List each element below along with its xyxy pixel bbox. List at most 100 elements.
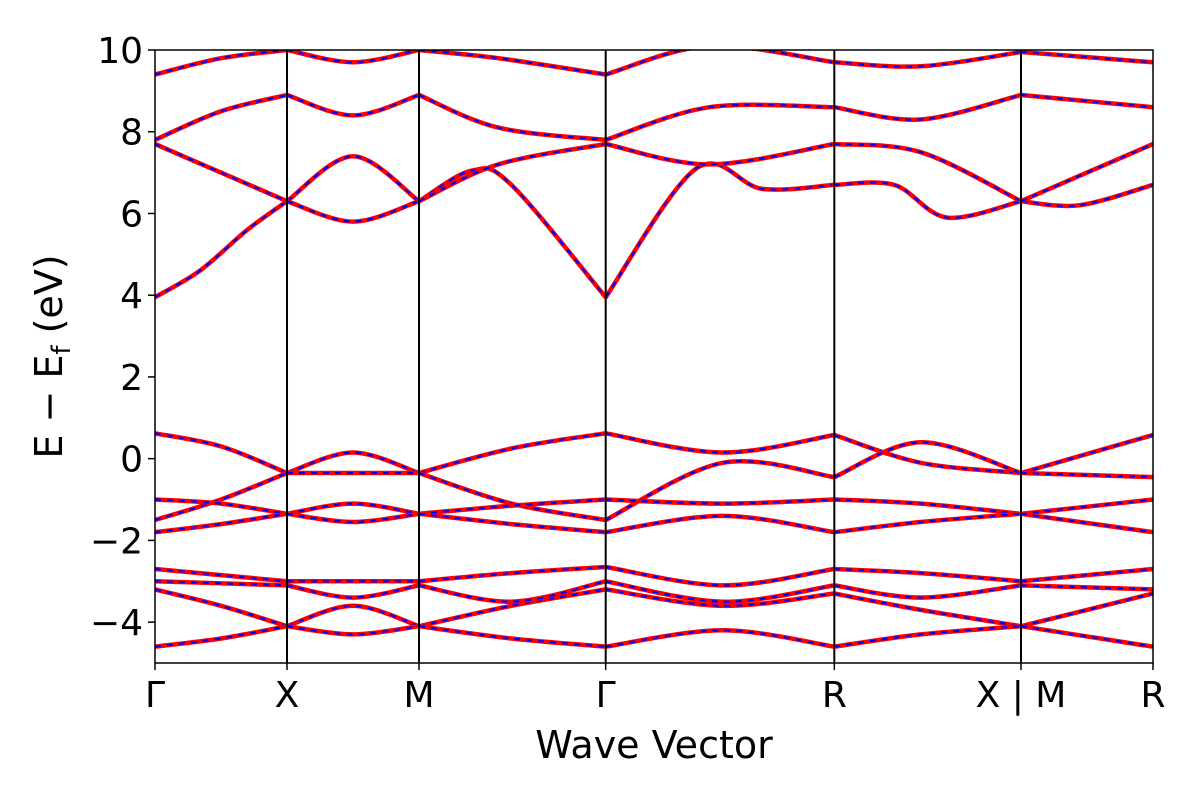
band-10-segment-3 <box>603 628 837 649</box>
band-7-segment-3-overlay <box>605 514 835 534</box>
band-11-segment-2-overlay <box>418 580 606 603</box>
x-axis-label: Wave Vector <box>535 723 773 767</box>
x-tick-label-3: Γ <box>596 675 616 716</box>
band-0-segment-5-overlay <box>1020 183 1153 208</box>
y-tick-label-4: 4 <box>120 276 143 317</box>
band-lines <box>155 50 1153 649</box>
band-1-segment-2 <box>416 141 608 204</box>
band-6-segment-2 <box>416 497 608 517</box>
y-axis-label: E − Ef (eV) <box>27 254 77 458</box>
band-2-segment-5-overlay <box>1020 93 1153 109</box>
band-0-segment-2-overlay <box>418 167 607 298</box>
band-3-segment-4-overlay <box>834 50 1022 68</box>
band-11-segment-1 <box>284 583 422 600</box>
band-8-segment-3-overlay <box>605 565 835 587</box>
y-axis-ticks: −4 −2 0 2 4 6 8 10 <box>90 31 155 644</box>
band-0-segment-0 <box>155 198 290 300</box>
band-4-segment-5 <box>1018 432 1153 476</box>
x-tick-label-4: R <box>822 675 847 716</box>
band-10-segment-2 <box>416 623 608 649</box>
band-2-segment-0 <box>155 92 290 143</box>
band-1-segment-4 <box>832 141 1024 204</box>
band-4-segment-3-overlay <box>605 432 835 454</box>
band-2-segment-4-overlay <box>834 93 1022 121</box>
band-2-segment-0-overlay <box>155 93 288 141</box>
y-tick-label-1: −2 <box>90 521 143 562</box>
band-5-segment-0-overlay <box>155 471 288 522</box>
band-3-segment-3-overlay <box>605 50 835 76</box>
band-0-segment-1 <box>284 154 422 204</box>
x-tick-label-0: Γ <box>145 675 165 716</box>
band-8-segment-0-overlay <box>155 567 288 583</box>
band-9-segment-1-overlay <box>286 604 420 628</box>
y-tick-label-6: 8 <box>120 113 143 154</box>
band-1-segment-3 <box>603 141 837 167</box>
band-3-segment-1 <box>284 50 422 65</box>
band-0-segment-4-overlay <box>834 181 1022 219</box>
band-4-segment-1-overlay <box>286 451 420 475</box>
band-0-segment-3 <box>603 161 837 300</box>
band-2-segment-2 <box>416 92 608 143</box>
band-11-segment-5-overlay <box>1020 584 1153 591</box>
y-tick-label-0: −4 <box>90 603 143 644</box>
band-1-segment-1-overlay <box>286 200 420 223</box>
band-3-segment-2 <box>416 50 608 77</box>
band-6-segment-5-overlay <box>1020 498 1153 515</box>
y-tick-label-5: 6 <box>120 194 143 235</box>
band-8-segment-2 <box>416 564 608 584</box>
band-9-segment-4-overlay <box>834 592 1022 628</box>
band-1-segment-2-overlay <box>418 142 606 203</box>
band-7-segment-5-overlay <box>1020 512 1153 534</box>
y-axis-label-main: E − E <box>27 355 71 459</box>
band-11-segment-3-overlay <box>605 580 835 603</box>
y-axis-label-unit: (eV) <box>27 254 71 345</box>
y-tick-label-2: 0 <box>120 440 143 481</box>
band-3-segment-0 <box>155 50 290 77</box>
band-4-segment-2-overlay <box>418 432 606 475</box>
x-tick-label-5: X | M <box>976 675 1067 716</box>
band-11-segment-1-overlay <box>286 584 420 599</box>
band-4-segment-1 <box>284 450 422 476</box>
band-6-segment-0 <box>155 497 290 517</box>
band-7-segment-0-overlay <box>155 512 288 534</box>
band-4-segment-0-overlay <box>155 432 288 475</box>
band-10-segment-5-overlay <box>1020 625 1153 648</box>
band-6-segment-4-overlay <box>834 498 1022 515</box>
band-7-segment-2 <box>416 511 608 535</box>
band-2-segment-3 <box>603 102 837 143</box>
band-9-segment-0-overlay <box>155 588 288 628</box>
high-symmetry-lines <box>286 50 1022 663</box>
band-5-segment-0 <box>155 470 290 523</box>
plot-frame <box>154 49 1154 664</box>
band-2-segment-2-overlay <box>418 93 606 141</box>
band-2-segment-4 <box>832 92 1024 122</box>
band-5-segment-5-overlay <box>1020 471 1153 479</box>
band-10-segment-1-overlay <box>286 625 420 636</box>
band-5-segment-3-overlay <box>605 460 835 521</box>
x-axis-ticks: Γ X M Γ R X | M R <box>145 663 1166 716</box>
x-tick-label-1: X <box>275 675 300 716</box>
band-1-segment-3-overlay <box>605 142 835 166</box>
band-9-segment-2-overlay <box>418 588 606 628</box>
band-0-segment-1-overlay <box>286 155 420 203</box>
band-7-segment-3 <box>603 513 837 535</box>
band-0-segment-3-overlay <box>604 162 835 298</box>
band-9-segment-1 <box>284 603 422 629</box>
band-1-segment-5-overlay <box>1020 142 1153 203</box>
band-8-segment-4-overlay <box>834 567 1022 583</box>
y-tick-label-7: 10 <box>97 31 143 72</box>
band-0-segment-5 <box>1018 182 1153 209</box>
band-2-segment-1-overlay <box>286 93 420 117</box>
band-9-segment-3-overlay <box>605 588 835 607</box>
band-10-segment-3-overlay <box>605 629 835 648</box>
band-9-segment-0 <box>155 587 290 629</box>
band-11-segment-0-overlay <box>155 580 288 587</box>
band-11-segment-4-overlay <box>834 584 1022 599</box>
band-4-segment-4-overlay <box>833 433 1022 475</box>
band-3-segment-0-overlay <box>155 50 288 76</box>
y-tick-label-3: 2 <box>120 358 143 399</box>
band-7-segment-1-overlay <box>286 512 420 524</box>
band-3-segment-1-overlay <box>286 50 420 64</box>
band-6-segment-0-overlay <box>155 498 288 515</box>
